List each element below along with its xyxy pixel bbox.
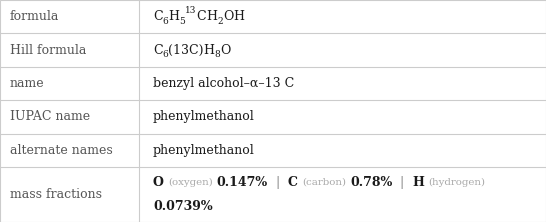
Text: 13: 13 <box>185 6 197 15</box>
Text: |: | <box>268 176 288 189</box>
Text: alternate names: alternate names <box>10 144 112 157</box>
Text: phenylmethanol: phenylmethanol <box>153 144 254 157</box>
Text: mass fractions: mass fractions <box>10 188 102 201</box>
Text: 8: 8 <box>215 50 221 59</box>
Text: 0.78%: 0.78% <box>350 176 392 189</box>
Text: 6: 6 <box>163 50 168 59</box>
Text: benzyl alcohol–α–13 C: benzyl alcohol–α–13 C <box>153 77 294 90</box>
Text: (13C): (13C) <box>168 44 204 57</box>
Text: 5: 5 <box>179 17 185 26</box>
Text: |: | <box>392 176 412 189</box>
Text: C: C <box>197 10 206 23</box>
Text: 0.147%: 0.147% <box>217 176 268 189</box>
Text: O: O <box>223 10 233 23</box>
Text: O: O <box>153 176 164 189</box>
Text: (hydrogen): (hydrogen) <box>428 178 485 187</box>
Text: C: C <box>288 176 298 189</box>
Text: H: H <box>233 10 244 23</box>
Text: H: H <box>206 10 217 23</box>
Text: O: O <box>221 44 231 57</box>
Text: (carbon): (carbon) <box>302 178 346 187</box>
Text: H: H <box>412 176 424 189</box>
Text: H: H <box>204 44 215 57</box>
Text: 2: 2 <box>217 17 223 26</box>
Text: 0.0739%: 0.0739% <box>153 200 212 213</box>
Text: C: C <box>153 44 163 57</box>
Text: name: name <box>10 77 44 90</box>
Text: H: H <box>168 10 179 23</box>
Text: Hill formula: Hill formula <box>10 44 86 57</box>
Text: (oxygen): (oxygen) <box>168 178 212 187</box>
Text: phenylmethanol: phenylmethanol <box>153 110 254 123</box>
Text: C: C <box>153 10 163 23</box>
Text: IUPAC name: IUPAC name <box>10 110 90 123</box>
Text: formula: formula <box>10 10 59 23</box>
Text: 6: 6 <box>163 17 168 26</box>
